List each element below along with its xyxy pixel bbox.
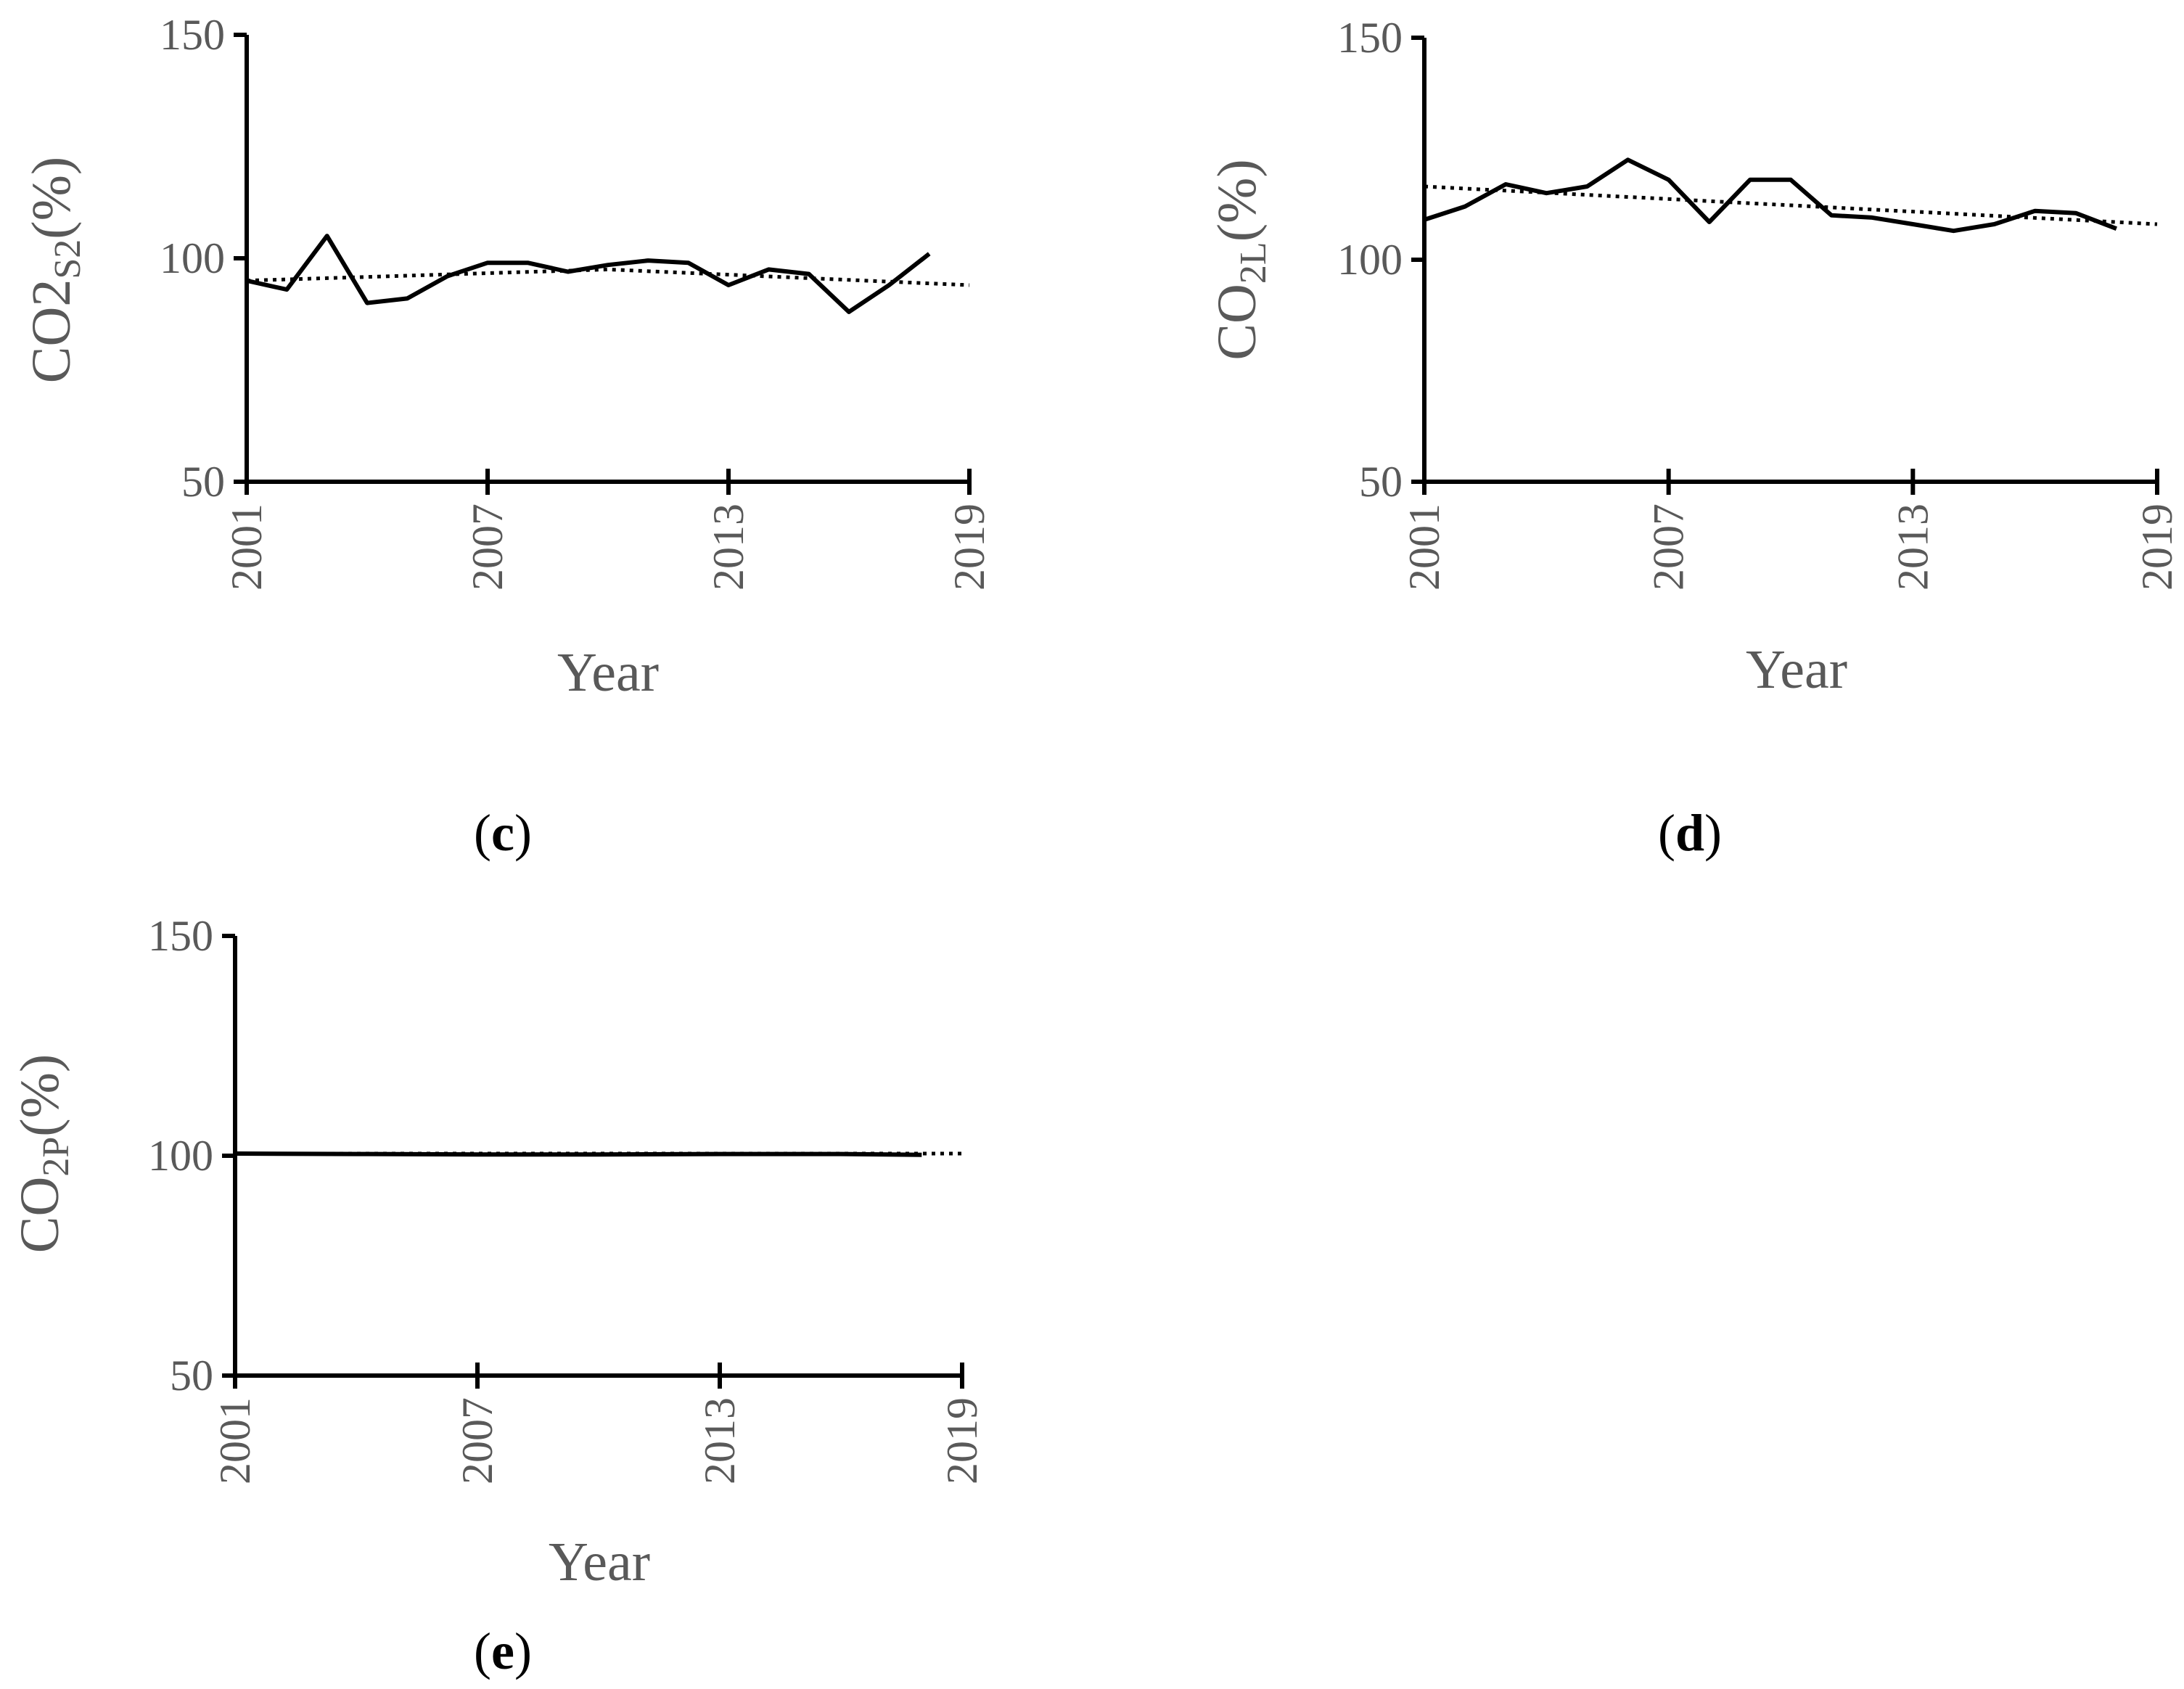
panel-label-c: (c) xyxy=(474,804,532,862)
y-axis-title-c-suffix: (%) xyxy=(21,157,82,239)
y-axis-title-c-main: CO2 xyxy=(21,279,82,384)
panel-label-c-open: ( xyxy=(474,804,491,862)
y-tick-label-d-150: 150 xyxy=(1337,14,1403,62)
plot-area-d: 50 100 150 2001 2007 2013 2019 xyxy=(1337,14,2181,591)
x-tick-label-c-2001: 2001 xyxy=(223,504,271,591)
series-line-e xyxy=(234,1151,922,1157)
x-tick-label-d-2019: 2019 xyxy=(2133,504,2181,591)
panel-label-e: (e) xyxy=(474,1622,532,1680)
y-tick-label-c-100: 100 xyxy=(160,234,225,282)
panel-label-e-letter: e xyxy=(491,1622,514,1680)
plot-area-c: 50 100 150 2001 2007 2013 2019 xyxy=(160,11,993,591)
y-axis-title-e-main: CO xyxy=(9,1177,70,1254)
trend-line-c xyxy=(246,267,970,287)
chart-panel-d: 50 100 150 2001 2007 2013 2019 Year CO2L(%) (d… xyxy=(1207,14,2181,862)
y-axis-title-d-main: CO xyxy=(1207,284,1268,361)
panel-label-c-close: ) xyxy=(514,804,532,862)
y-axis-title-d: CO2L(%) xyxy=(1207,159,1274,360)
y-tick-label-e-150: 150 xyxy=(148,912,213,960)
trend-line-d xyxy=(1424,184,2158,226)
panel-label-d-open: ( xyxy=(1658,804,1675,862)
y-tick-label-c-150: 150 xyxy=(160,11,225,59)
panel-label-c-letter: c xyxy=(491,804,514,862)
chart-panel-c: 50 100 150 2001 2007 2013 2019 Year CO2S2(%) (… xyxy=(21,11,993,862)
x-tick-label-e-2013: 2013 xyxy=(696,1397,744,1484)
x-tick-label-d-2001: 2001 xyxy=(1400,504,1448,591)
y-axis-title-d-suffix: (%) xyxy=(1207,159,1268,242)
y-tick-label-e-50: 50 xyxy=(170,1352,213,1400)
y-tick-label-e-100: 100 xyxy=(148,1132,213,1180)
y-axis-title-c: CO2S2(%) xyxy=(21,157,89,383)
panel-label-d-letter: d xyxy=(1675,804,1704,862)
y-tick-label-d-100: 100 xyxy=(1337,236,1403,284)
panel-label-e-close: ) xyxy=(514,1622,532,1680)
x-tick-label-c-2013: 2013 xyxy=(705,504,752,591)
y-axis-title-d-sub: 2L xyxy=(1233,242,1274,284)
y-axis-title-c-sub: S2 xyxy=(47,239,89,279)
x-tick-label-e-2007: 2007 xyxy=(453,1397,501,1484)
x-tick-label-e-2019: 2019 xyxy=(938,1397,986,1484)
y-tick-label-c-50: 50 xyxy=(181,458,225,506)
plot-area-e: 50 100 150 2001 2007 2013 2019 xyxy=(148,912,986,1484)
y-axis-title-e-sub: 2P xyxy=(36,1137,77,1177)
series-line-c xyxy=(246,234,931,314)
y-tick-label-d-50: 50 xyxy=(1359,458,1403,506)
x-tick-label-d-2007: 2007 xyxy=(1645,504,1693,591)
x-axis-title-d: Year xyxy=(1746,639,1847,700)
x-tick-label-d-2013: 2013 xyxy=(1889,504,1937,591)
y-axis-title-e-suffix: (%) xyxy=(9,1054,70,1137)
series-line-d xyxy=(1424,157,2117,234)
x-tick-label-c-2007: 2007 xyxy=(464,504,512,591)
x-axis-title-e: Year xyxy=(549,1532,650,1593)
x-axis-title-c: Year xyxy=(557,642,659,703)
y-axis-title-e: CO2P(%) xyxy=(9,1054,77,1253)
chart-panel-e: 50 100 150 2001 2007 2013 2019 Year CO2P(%) (e… xyxy=(9,912,986,1680)
panel-label-d-close: ) xyxy=(1704,804,1722,862)
panel-label-e-open: ( xyxy=(474,1622,491,1680)
x-tick-label-e-2001: 2001 xyxy=(211,1397,259,1484)
panel-label-d: (d) xyxy=(1658,804,1722,862)
x-tick-label-c-2019: 2019 xyxy=(945,504,993,591)
